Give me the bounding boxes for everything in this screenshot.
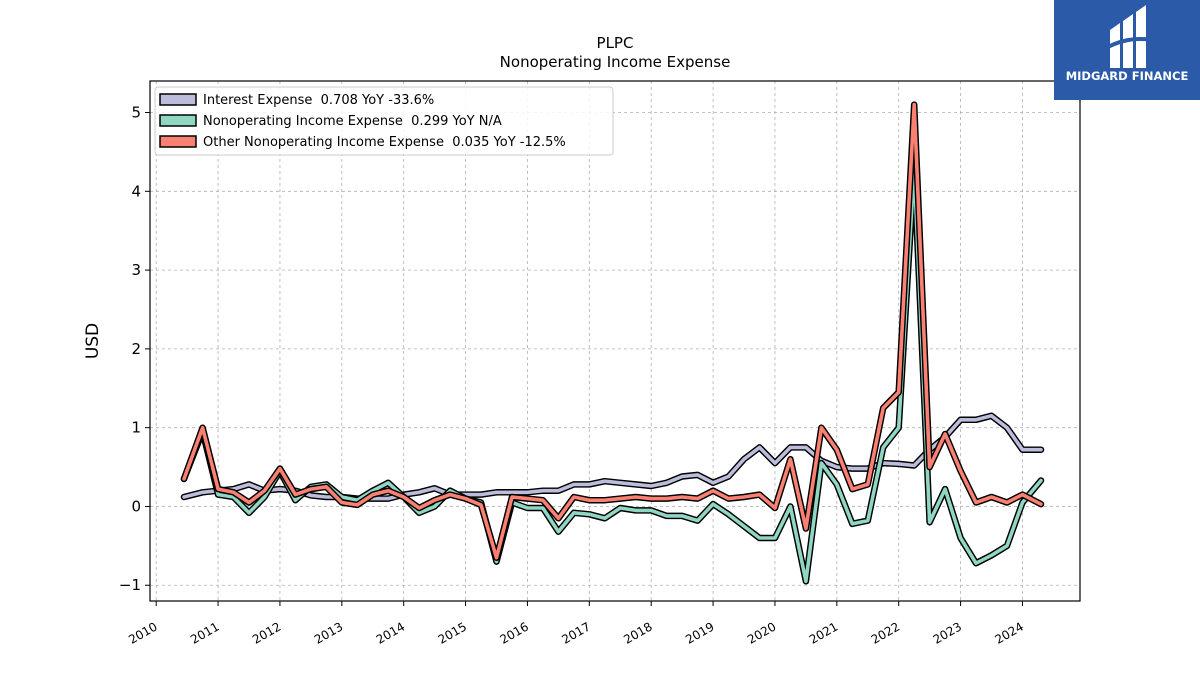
- x-tick-label: 2023: [931, 619, 964, 646]
- x-tick-label: 2020: [745, 619, 778, 646]
- y-tick-label: −1: [119, 576, 141, 594]
- series-layer: [180, 101, 1045, 585]
- x-tick-label: 2019: [683, 619, 716, 646]
- x-tick-label: 2012: [250, 619, 283, 646]
- x-tick-label: 2014: [374, 619, 407, 646]
- y-tick-label: 0: [131, 497, 141, 515]
- x-tick-label: 2011: [188, 619, 221, 646]
- series-line-interest-expense: [182, 414, 1043, 501]
- plot-frame: [149, 80, 1081, 602]
- legend: Interest Expense 0.708 YoY -33.6% Nonope…: [154, 86, 614, 156]
- y-tick-label: 3: [131, 261, 141, 279]
- x-tick-label: 2010: [126, 619, 159, 646]
- x-tick-label: 2016: [497, 619, 530, 646]
- x-tick-label: 2021: [807, 619, 840, 646]
- x-tick-label: 2018: [621, 619, 654, 646]
- y-tick-label: 5: [131, 104, 141, 122]
- midgard-logo-icon: [1105, 5, 1153, 68]
- x-tick-label: 2024: [993, 619, 1026, 646]
- x-tick-label: 2015: [436, 619, 469, 646]
- grid: [150, 81, 1080, 601]
- legend-swatch-interest-expense: [159, 93, 197, 106]
- chart-title: PLPC: [597, 34, 634, 52]
- x-tick-label: 2022: [869, 619, 902, 646]
- legend-label-nonoperating-income-expense: Nonoperating Income Expense 0.299 YoY N/…: [203, 114, 502, 129]
- legend-swatch-nonoperating-income-expense: [159, 114, 197, 127]
- legend-label-other-nonoperating-income-expense: Other Nonoperating Income Expense 0.035 …: [203, 135, 566, 150]
- chart-subtitle: Nonoperating Income Expense: [500, 53, 731, 71]
- y-axis-label: USD: [83, 323, 103, 359]
- series-line-other-nonoperating-income-expense: [182, 102, 1043, 560]
- y-tick-label: 1: [131, 419, 141, 437]
- legend-swatch-other-nonoperating-income-expense: [159, 135, 197, 148]
- logo-text: MIDGARD FINANCE: [1065, 69, 1189, 83]
- legend-label-interest-expense: Interest Expense 0.708 YoY -33.6%: [203, 93, 434, 108]
- y-tick-label: 2: [131, 340, 141, 358]
- y-tick-label: 4: [131, 182, 141, 200]
- legend-box: [154, 86, 614, 156]
- ticks: −1 0 1 2 3 4 5 2010 2011 2012 2013 2014 2015 2016 2017…: [119, 104, 1026, 647]
- x-tick-label: 2013: [312, 619, 345, 646]
- x-tick-label: 2017: [559, 619, 592, 646]
- series-outline-nonoperating-income-expense: [180, 164, 1045, 585]
- logo: MIDGARD FINANCE: [1054, 0, 1200, 100]
